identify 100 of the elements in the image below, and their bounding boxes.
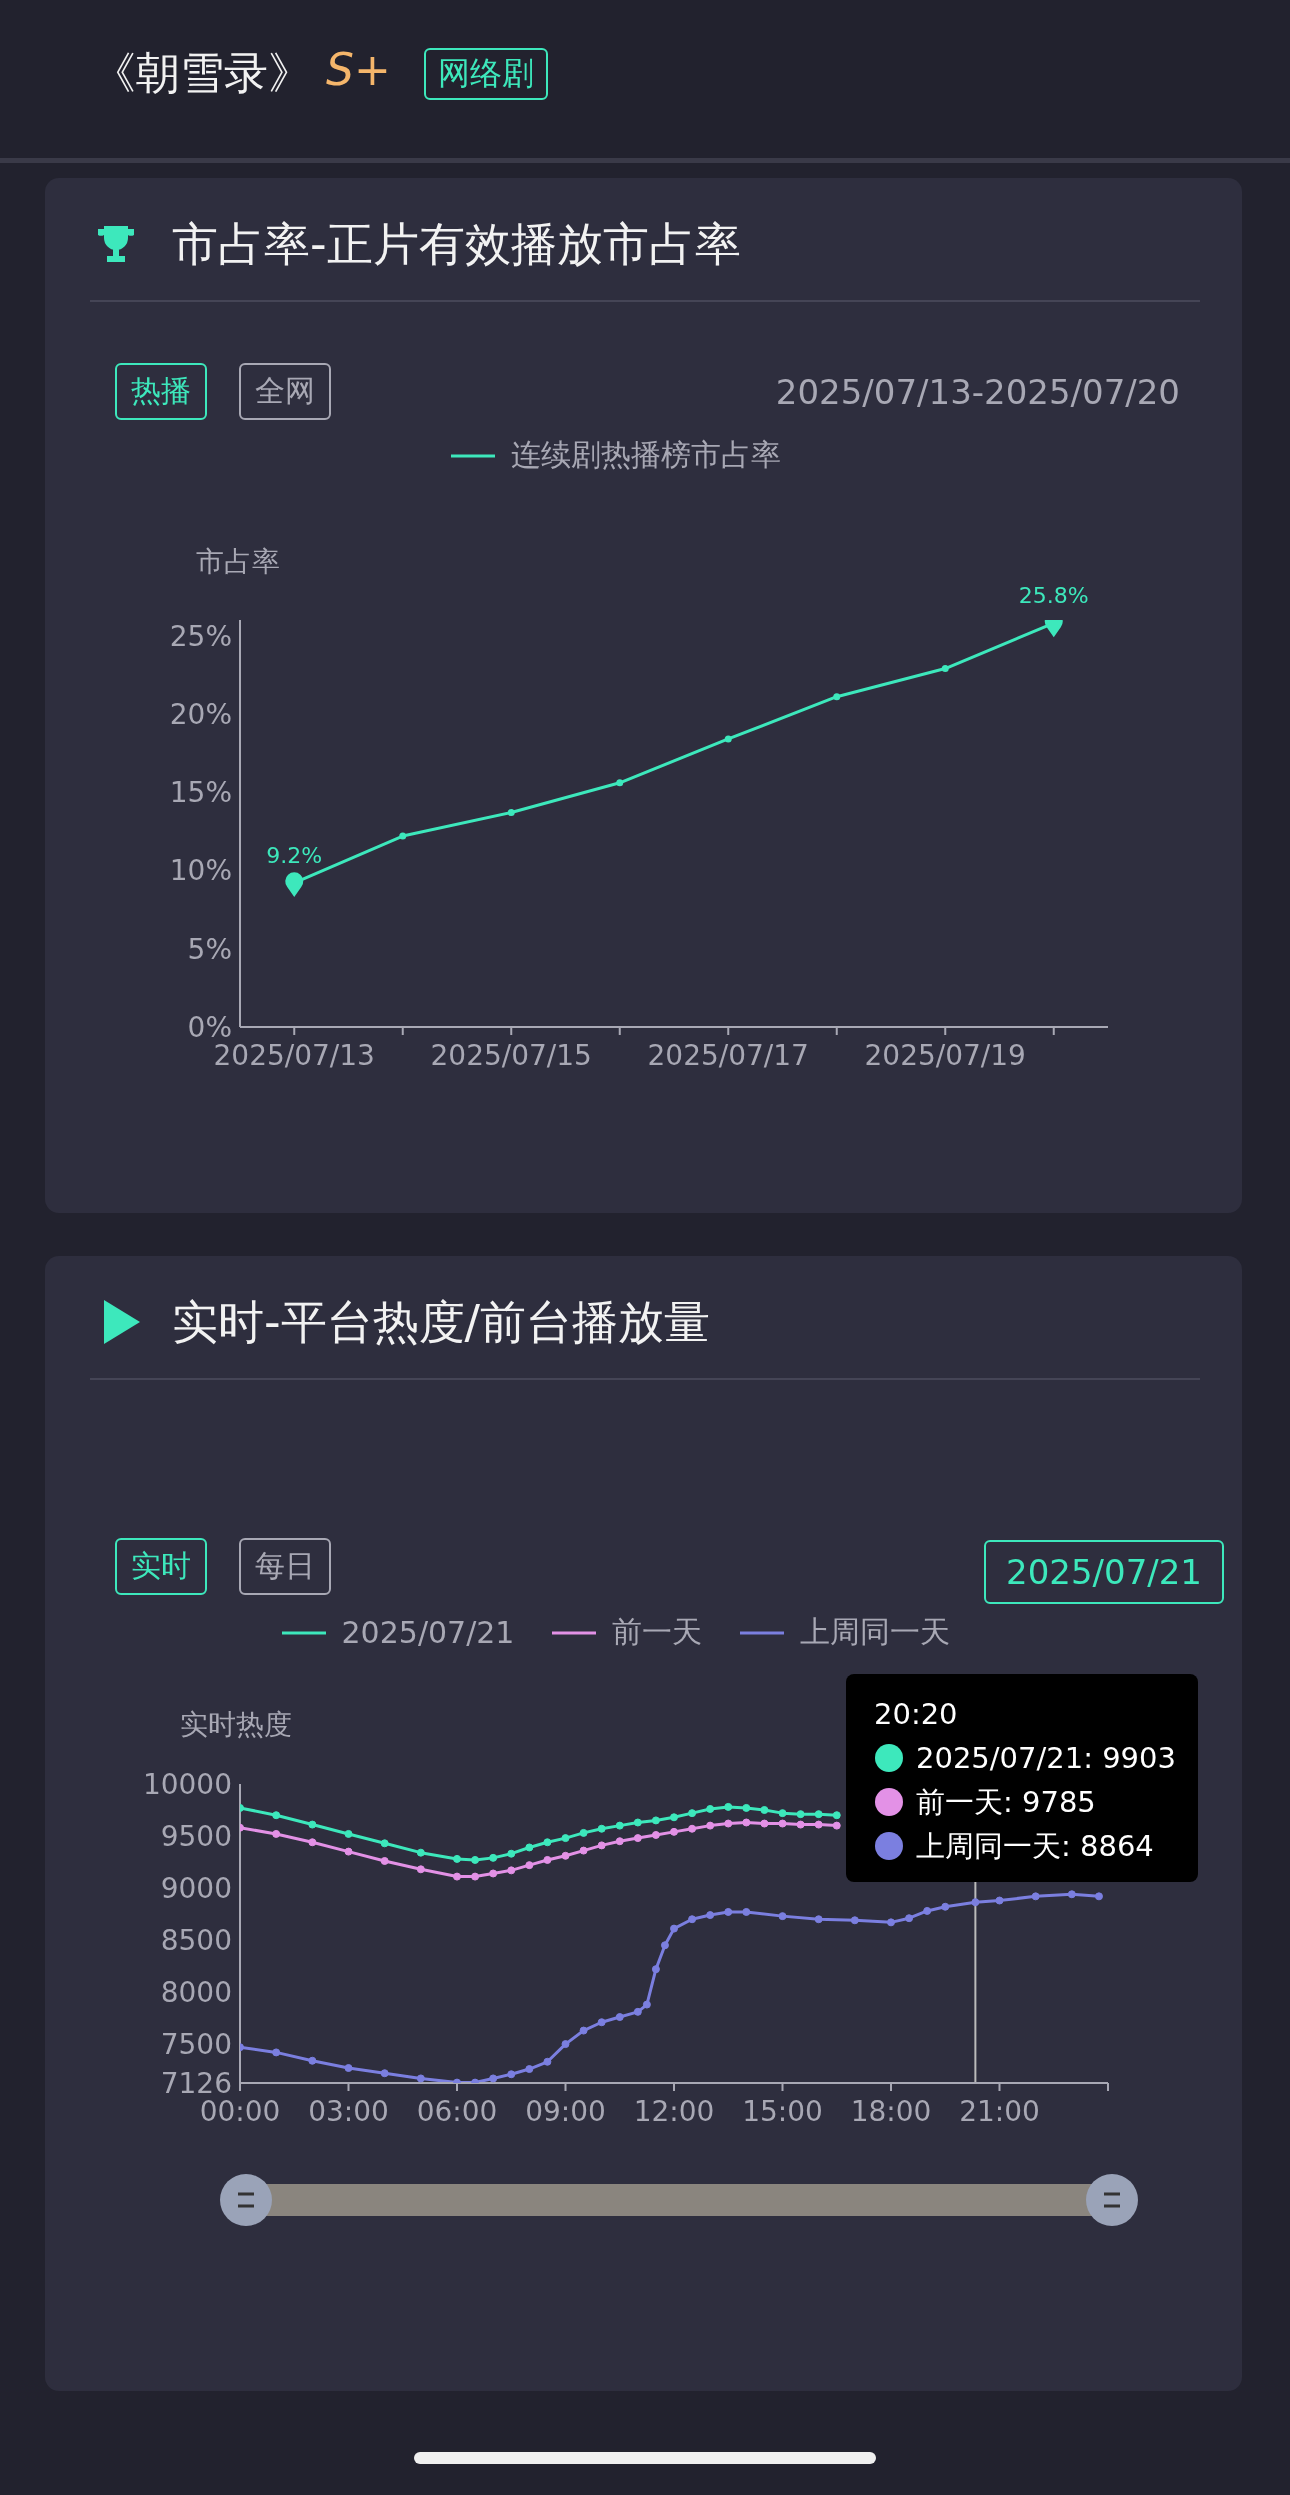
point [724, 735, 732, 743]
text: 20:20 [874, 1696, 959, 1733]
text: 实时 [115, 1538, 207, 1595]
x-tick-label: 21:00 [959, 2094, 1040, 2128]
point [453, 1872, 461, 1881]
point [507, 1866, 516, 1875]
point [760, 1806, 769, 1815]
point [616, 779, 624, 787]
point [507, 2070, 516, 2079]
text: 网络剧 [424, 48, 548, 100]
point [633, 2007, 642, 2016]
point [453, 1854, 461, 1863]
point [796, 1820, 805, 1829]
y-tick-label: 7500 [160, 2028, 232, 2062]
point [416, 1865, 425, 1874]
point [832, 1811, 841, 1820]
point [670, 1827, 678, 1836]
point [543, 1855, 552, 1864]
point [832, 1821, 841, 1830]
text: S+ [326, 44, 391, 95]
point [615, 2013, 624, 2022]
point [941, 1902, 950, 1911]
point [814, 1820, 823, 1829]
point [489, 1869, 498, 1878]
y-tick-label: 9500 [160, 1819, 232, 1853]
point [778, 1809, 787, 1818]
point [724, 1819, 733, 1828]
point [706, 1804, 715, 1813]
text: 热播 [115, 363, 207, 420]
chart-title: 市占率-正片有效播放市占率 [172, 216, 741, 273]
point [308, 2056, 317, 2065]
point [561, 2040, 570, 2049]
point [660, 1941, 669, 1950]
y-tick-label: 15% [169, 776, 232, 810]
point [525, 1843, 534, 1852]
point [905, 1914, 914, 1923]
point [850, 1916, 859, 1925]
point [887, 1918, 895, 1927]
point [941, 665, 949, 673]
legend-label: 连续剧热播榜市占率 [511, 436, 781, 474]
point [1031, 1892, 1040, 1901]
y-tick-label: 8500 [160, 1923, 232, 1957]
point [579, 1846, 588, 1855]
x-tick-label: 06:00 [416, 2094, 498, 2128]
legend-label: 上周同一天 [800, 1613, 951, 1651]
point [688, 1824, 697, 1833]
data-label: 25.8% [1018, 583, 1089, 609]
point [525, 1861, 534, 1870]
x-tick-label: 18:00 [850, 2094, 932, 2128]
point [525, 2065, 534, 2074]
point [399, 832, 407, 840]
y-axis-title: 市占率 [196, 544, 280, 580]
y-axis-title: 实时热度 [180, 1707, 292, 1743]
point [416, 2074, 425, 2083]
legend-label: 前一天 [612, 1613, 703, 1651]
point [507, 809, 515, 817]
point [416, 1848, 425, 1857]
point [633, 1818, 642, 1827]
point [272, 2048, 281, 2057]
point [489, 1853, 498, 1862]
point [778, 1819, 787, 1828]
point [1094, 1892, 1103, 1901]
point [995, 1896, 1004, 1905]
point [543, 1838, 552, 1847]
point [742, 1907, 751, 1916]
x-tick-label: 15:00 [742, 2094, 823, 2128]
point [833, 693, 841, 701]
point [651, 1965, 660, 1974]
point [308, 1820, 317, 1829]
legend-label: 2025/07/21 [341, 1615, 515, 1650]
point [597, 1824, 606, 1833]
point [344, 2064, 353, 2073]
text: 2025/07/21 [984, 1540, 1224, 1604]
x-tick-label: 2025/07/17 [647, 1038, 809, 1072]
y-tick-label: 25% [169, 619, 232, 653]
point [706, 1821, 715, 1830]
y-tick-label: 5% [187, 932, 232, 966]
point [923, 1906, 932, 1915]
point [724, 1907, 733, 1916]
point [670, 1813, 678, 1822]
x-tick-label: 09:00 [525, 2094, 606, 2128]
point [561, 1851, 570, 1860]
text: 每日 [239, 1538, 331, 1595]
x-tick-label: 2025/07/19 [864, 1038, 1026, 1072]
text: 全网 [239, 363, 331, 420]
point [633, 1834, 642, 1843]
point [380, 2069, 389, 2078]
text: 《朝雪录》 [92, 46, 312, 100]
point [380, 1839, 389, 1848]
text: 2025/07/13-2025/07/20 [775, 372, 1180, 412]
point [651, 1830, 660, 1839]
data-label: 9.2% [266, 842, 323, 868]
point [688, 1809, 697, 1818]
point [272, 1829, 281, 1838]
point [272, 1811, 281, 1820]
point [724, 1802, 733, 1811]
point [742, 1818, 751, 1827]
point [971, 1898, 980, 1907]
point [814, 1810, 823, 1819]
y-tick-label: 20% [169, 697, 232, 731]
